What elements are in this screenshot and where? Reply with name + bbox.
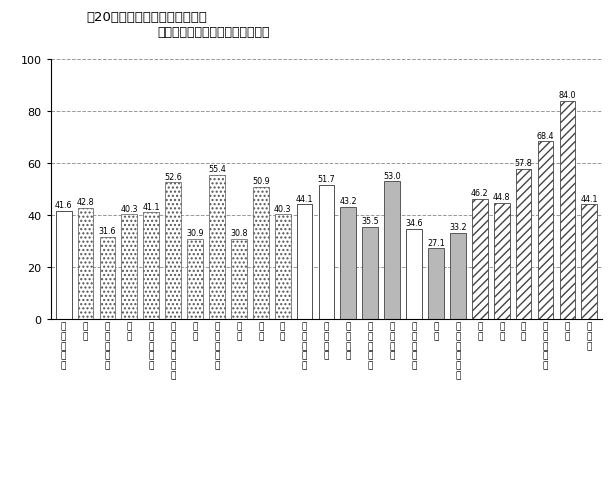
Text: 43.2: 43.2 [339,197,357,205]
Text: 50.9: 50.9 [252,177,270,186]
Bar [187,239,203,319]
Text: 40.3: 40.3 [274,204,291,213]
Text: 30.8: 30.8 [230,229,248,238]
Bar [121,215,137,319]
Bar [209,176,225,319]
Bar [406,229,422,319]
Bar [516,169,532,319]
Bar [450,233,466,319]
Bar [538,142,553,319]
Text: 34.6: 34.6 [405,219,423,228]
Bar [559,101,575,319]
Bar [56,211,71,319]
Text: 44.8: 44.8 [493,192,511,202]
Bar [494,203,509,319]
Text: 35.5: 35.5 [362,216,379,226]
Bar [472,200,488,319]
Text: 55.4: 55.4 [208,165,226,174]
Text: 44.1: 44.1 [580,194,598,204]
Bar [341,207,356,319]
Text: 27.1: 27.1 [427,239,445,247]
Bar [384,182,400,319]
Bar [582,205,597,319]
Bar [428,249,444,319]
Text: 44.1: 44.1 [296,194,314,204]
Text: 53.0: 53.0 [383,171,401,180]
Text: 51.7: 51.7 [318,175,335,184]
Text: （平成１３年：従業者４人以上）: （平成１３年：従業者４人以上） [157,26,270,39]
Bar [100,237,115,319]
Bar [297,205,312,319]
Text: 84.0: 84.0 [559,91,576,100]
Text: 33.2: 33.2 [449,223,467,231]
Bar [165,183,181,319]
Bar [275,215,291,319]
Text: 41.1: 41.1 [142,202,160,211]
Text: 68.4: 68.4 [537,132,554,140]
Text: 42.8: 42.8 [77,198,94,207]
Text: 30.9: 30.9 [186,228,204,238]
Bar [78,208,94,319]
Text: 52.6: 52.6 [164,172,182,181]
Text: 41.6: 41.6 [55,201,73,210]
Text: 囲20　業種別付加価値率（％）: 囲20 業種別付加価値率（％） [86,11,207,24]
Text: 57.8: 57.8 [515,159,532,168]
Bar [253,187,269,319]
Bar [144,213,159,319]
Text: 40.3: 40.3 [121,204,138,213]
Bar [362,227,378,319]
Bar [318,185,334,319]
Bar [231,240,247,319]
Text: 46.2: 46.2 [471,189,488,198]
Text: 31.6: 31.6 [99,227,116,236]
